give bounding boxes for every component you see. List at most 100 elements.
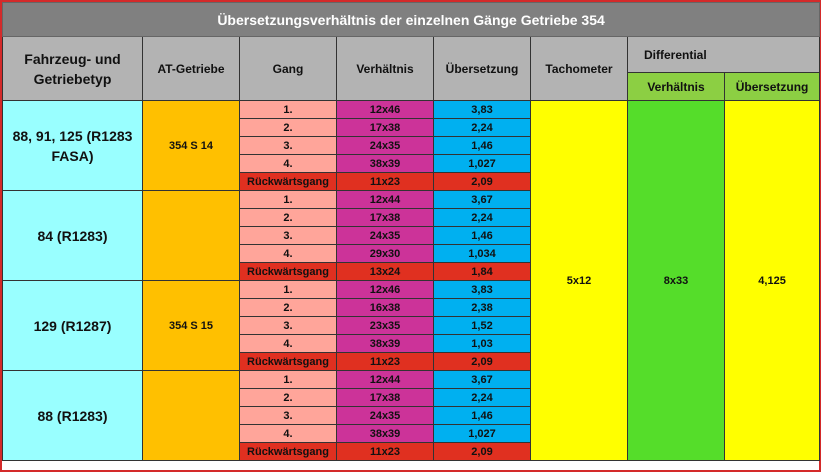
table-row: 3. 24x35 1,46 xyxy=(3,136,820,155)
transmission-cell: 3,67 xyxy=(433,190,531,209)
ratio-cell: 11x23 xyxy=(336,442,434,461)
gear-cell: 1. xyxy=(239,100,337,119)
diff-transmission-cell: 4,125 xyxy=(723,100,821,461)
transmission-cell: 2,24 xyxy=(433,118,531,137)
transmission-cell: 1,027 xyxy=(433,424,531,443)
ratio-cell: 24x35 xyxy=(336,136,434,155)
at-transmission-cell: 354 S 14 xyxy=(142,100,240,191)
ratio-cell: 17x38 xyxy=(336,118,434,137)
table-row: 4. 38x39 1,027 xyxy=(3,154,820,173)
header-differential: Differential xyxy=(626,36,821,73)
gear-cell: 3. xyxy=(239,226,337,245)
transmission-cell: 2,24 xyxy=(433,208,531,227)
table-row: 3. 23x35 1,52 xyxy=(3,316,820,335)
ratio-cell: 17x38 xyxy=(336,388,434,407)
header-vehicle: Fahrzeug- und Getriebetyp xyxy=(2,36,143,101)
ratio-cell: 11x23 xyxy=(336,352,434,371)
vehicle-type-cell: 129 (R1287) xyxy=(2,280,143,371)
reverse-gear-cell: Rückwärtsgang xyxy=(239,352,337,371)
gear-cell: 4. xyxy=(239,334,337,353)
transmission-cell: 1,52 xyxy=(433,316,531,335)
ratio-cell: 24x35 xyxy=(336,406,434,425)
reverse-gear-cell: Rückwärtsgang xyxy=(239,172,337,191)
ratio-cell: 17x38 xyxy=(336,208,434,227)
reverse-gear-cell: Rückwärtsgang xyxy=(239,442,337,461)
ratio-cell: 29x30 xyxy=(336,244,434,263)
diff-ratio-cell: 8x33 xyxy=(627,100,725,461)
table-row: 3. 24x35 1,46 xyxy=(3,226,820,245)
header-ratio: Verhältnis xyxy=(336,36,434,101)
ratio-cell: 12x46 xyxy=(336,100,434,119)
gear-cell: 4. xyxy=(239,154,337,173)
table-row: 4. 29x30 1,034 xyxy=(3,244,820,263)
table-row: Rückwärtsgang 13x24 1,84 xyxy=(3,262,820,281)
transmission-cell: 1,46 xyxy=(433,406,531,425)
header-diff-ratio: Verhältnis xyxy=(627,72,725,101)
ratio-cell: 24x35 xyxy=(336,226,434,245)
table-row: 129 (R1287) 354 S 15 1. 12x46 3,83 xyxy=(2,280,820,371)
table-row: 88, 91, 125 (R1283 FASA) 354 S 14 1. 12x46 3… xyxy=(2,100,821,461)
table-row: 84 (R1283) 1. 12x44 3,67 xyxy=(2,190,820,281)
reverse-gear-cell: Rückwärtsgang xyxy=(239,262,337,281)
header-diff-transmission: Übersetzung xyxy=(723,72,821,101)
header-at-transmission: AT-Getriebe xyxy=(142,36,240,101)
header-transmission: Übersetzung xyxy=(433,36,531,101)
gear-ratio-table: Übersetzungsverhältnis der einzelnen Gän… xyxy=(1,2,821,461)
title-row: Übersetzungsverhältnis der einzelnen Gän… xyxy=(1,2,821,37)
ratio-cell: 13x24 xyxy=(336,262,434,281)
table-row: Rückwärtsgang 11x23 2,09 xyxy=(3,352,820,371)
ratio-cell: 11x23 xyxy=(336,172,434,191)
transmission-cell: 1,84 xyxy=(433,262,531,281)
transmission-cell: 2,38 xyxy=(433,298,531,317)
ratio-cell: 38x39 xyxy=(336,424,434,443)
gear-cell: 1. xyxy=(239,370,337,389)
transmission-cell: 3,83 xyxy=(433,280,531,299)
table-row: 2. 17x38 2,24 xyxy=(3,388,820,407)
transmission-cell: 2,24 xyxy=(433,388,531,407)
transmission-cell: 1,46 xyxy=(433,136,531,155)
transmission-cell: 1,03 xyxy=(433,334,531,353)
gear-cell: 3. xyxy=(239,136,337,155)
transmission-cell: 2,09 xyxy=(433,442,531,461)
at-transmission-cell xyxy=(142,190,240,281)
gear-cell: 2. xyxy=(239,118,337,137)
gear-cell: 2. xyxy=(239,298,337,317)
transmission-cell: 3,67 xyxy=(433,370,531,389)
tachometer-cell: 5x12 xyxy=(530,100,628,461)
vehicle-type-cell: 84 (R1283) xyxy=(2,190,143,281)
ratio-cell: 16x38 xyxy=(336,298,434,317)
table-title: Übersetzungsverhältnis der einzelnen Gän… xyxy=(1,2,821,37)
header-gear: Gang xyxy=(239,36,337,101)
gear-cell: 2. xyxy=(239,388,337,407)
table-row: 88 (R1283) 1. 12x44 3,67 xyxy=(2,370,820,461)
table-row: 3. 24x35 1,46 xyxy=(3,406,820,425)
at-transmission-cell xyxy=(142,370,240,461)
ratio-cell: 38x39 xyxy=(336,154,434,173)
gear-cell: 1. xyxy=(239,190,337,209)
gear-cell: 4. xyxy=(239,424,337,443)
header-row-1: Fahrzeug- und Getriebetyp AT-Getriebe Ga… xyxy=(2,36,821,101)
vehicle-type-cell: 88 (R1283) xyxy=(2,370,143,461)
transmission-cell: 1,027 xyxy=(433,154,531,173)
header-row-2: Verhältnis Übersetzung xyxy=(3,72,821,101)
ratio-cell: 12x44 xyxy=(336,190,434,209)
transmission-cell: 2,09 xyxy=(433,172,531,191)
gear-cell: 3. xyxy=(239,406,337,425)
vehicle-type-cell: 88, 91, 125 (R1283 FASA) xyxy=(2,100,143,191)
at-transmission-cell: 354 S 15 xyxy=(142,280,240,371)
transmission-cell: 2,09 xyxy=(433,352,531,371)
ratio-cell: 23x35 xyxy=(336,316,434,335)
header-tachometer: Tachometer xyxy=(530,36,628,101)
transmission-cell: 3,83 xyxy=(433,100,531,119)
ratio-cell: 12x44 xyxy=(336,370,434,389)
gear-cell: 3. xyxy=(239,316,337,335)
ratio-cell: 12x46 xyxy=(336,280,434,299)
transmission-cell: 1,034 xyxy=(433,244,531,263)
table-row: 2. 17x38 2,24 xyxy=(3,118,820,137)
gear-cell: 2. xyxy=(239,208,337,227)
table-row: Rückwärtsgang 11x23 2,09 xyxy=(3,442,820,461)
table-row: Rückwärtsgang 11x23 2,09 xyxy=(3,172,820,191)
gear-cell: 1. xyxy=(239,280,337,299)
ratio-cell: 38x39 xyxy=(336,334,434,353)
